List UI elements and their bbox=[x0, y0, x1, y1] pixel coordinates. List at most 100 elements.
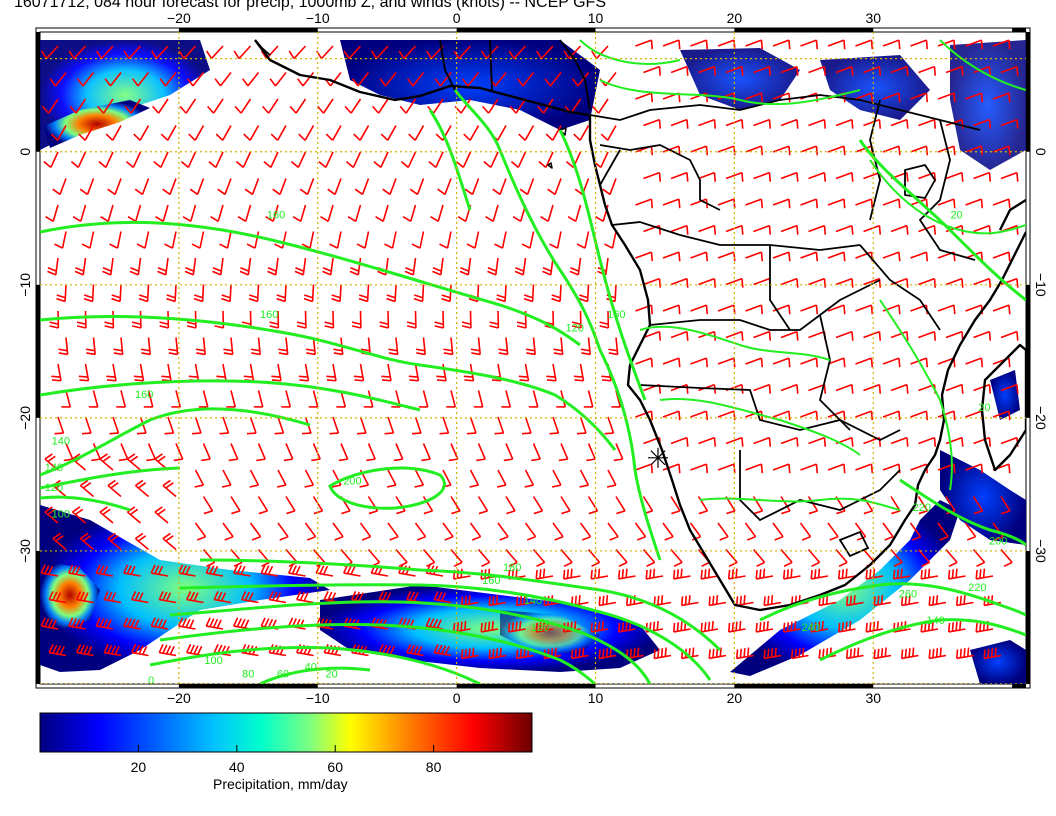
wind-barb bbox=[131, 591, 149, 604]
wind-barb bbox=[109, 416, 120, 435]
wind-barb bbox=[727, 568, 746, 580]
wind-barb bbox=[510, 151, 527, 169]
wind-barb bbox=[140, 337, 151, 356]
wind-barb bbox=[411, 416, 422, 435]
wind-barb bbox=[54, 416, 65, 435]
wind-barb bbox=[670, 436, 689, 447]
wind-barb bbox=[473, 390, 484, 408]
wind-barb bbox=[863, 330, 882, 341]
wind-barb bbox=[662, 198, 681, 209]
wind-barb bbox=[882, 145, 901, 156]
wind-barb bbox=[150, 617, 169, 630]
wind-barb bbox=[277, 522, 289, 541]
wind-barb bbox=[545, 125, 562, 141]
wind-barb bbox=[680, 595, 699, 607]
wind-barb bbox=[900, 595, 919, 607]
wind-barb bbox=[546, 363, 557, 382]
wind-barb bbox=[239, 257, 252, 276]
wind-barb bbox=[890, 224, 909, 235]
wind-barb bbox=[642, 548, 656, 568]
wind-barb bbox=[937, 145, 956, 156]
wind-barb bbox=[780, 224, 799, 235]
wind-barb bbox=[489, 310, 500, 329]
contour-label: 80 bbox=[242, 668, 254, 680]
wind-barb bbox=[570, 647, 589, 660]
wind-barb bbox=[488, 647, 507, 660]
wind-barb bbox=[123, 617, 141, 630]
wind-barb bbox=[166, 284, 177, 303]
axis-bar-right bbox=[1026, 550, 1030, 684]
africa-coastline bbox=[254, 39, 1026, 612]
precip-core-north-atlantic bbox=[44, 100, 150, 148]
wind-barb bbox=[827, 145, 846, 156]
wind-barb bbox=[477, 496, 489, 515]
wind-barb bbox=[433, 591, 452, 604]
border-10 bbox=[819, 314, 851, 431]
wind-barb bbox=[439, 416, 450, 435]
wind-barb bbox=[76, 591, 94, 604]
wind-barb bbox=[507, 620, 526, 633]
precip-southeast-patch bbox=[970, 640, 1026, 684]
wind-barb bbox=[453, 45, 472, 60]
wind-barb bbox=[863, 224, 882, 235]
contour-180 bbox=[199, 558, 722, 652]
wind-barb bbox=[332, 522, 344, 541]
wind-barb bbox=[303, 284, 315, 303]
wind-barb bbox=[698, 224, 717, 235]
border-11 bbox=[769, 245, 791, 331]
wind-barb bbox=[100, 204, 114, 223]
wind-barb bbox=[134, 532, 150, 551]
lake-victoria bbox=[904, 164, 936, 199]
wind-barb bbox=[780, 171, 799, 182]
wind-barb bbox=[835, 383, 854, 394]
wind-barb bbox=[274, 231, 287, 249]
wind-barb bbox=[807, 548, 821, 568]
wind-barb bbox=[975, 568, 994, 580]
wind-barb bbox=[422, 548, 436, 568]
wind-barb bbox=[191, 231, 205, 249]
contour-inland-6 bbox=[939, 39, 1026, 91]
wind-barb bbox=[937, 92, 956, 103]
wind-barb bbox=[508, 45, 527, 60]
border-12 bbox=[859, 244, 941, 331]
axis-bar-left bbox=[36, 284, 40, 418]
wind-barb bbox=[547, 178, 562, 196]
wind-barb bbox=[635, 251, 654, 262]
wind-barb bbox=[615, 548, 628, 568]
lon-tick-label-top: 0 bbox=[453, 10, 461, 26]
wind-barb bbox=[384, 231, 397, 249]
wind-barb bbox=[356, 416, 367, 435]
wind-barb bbox=[918, 277, 937, 288]
wind-barb bbox=[159, 72, 177, 87]
wind-barb bbox=[835, 330, 854, 341]
wind-barb bbox=[223, 337, 234, 356]
wind-barb bbox=[78, 125, 95, 141]
wind-barb bbox=[408, 125, 425, 141]
wind-barb bbox=[890, 277, 909, 288]
wind-barb bbox=[123, 45, 142, 60]
wind-barb bbox=[246, 231, 260, 249]
wind-barb bbox=[827, 357, 846, 368]
precipitation-colorbar: 20 40 60 80 bbox=[39, 712, 533, 775]
wind-barb bbox=[235, 151, 252, 169]
wind-barb bbox=[800, 251, 819, 262]
wind-barb bbox=[171, 390, 182, 408]
wind-barb bbox=[643, 330, 662, 341]
wind-barb bbox=[873, 595, 892, 607]
africa-coastline-north-east bbox=[998, 198, 1026, 231]
wind-barb bbox=[442, 522, 454, 541]
wind-barb bbox=[753, 171, 772, 182]
wind-barb bbox=[387, 522, 399, 541]
lon-tick-label-bottom: −20 bbox=[167, 690, 191, 706]
wind-barb bbox=[662, 39, 681, 50]
wind-barb bbox=[154, 506, 169, 524]
wind-barb bbox=[56, 284, 67, 303]
contour-label: 160 bbox=[267, 209, 285, 221]
wind-barb bbox=[808, 224, 827, 235]
wind-barb bbox=[343, 564, 361, 577]
border-7 bbox=[649, 279, 881, 331]
wind-barb bbox=[503, 443, 514, 462]
wind-barb bbox=[753, 118, 772, 129]
wind-barb bbox=[532, 496, 544, 515]
